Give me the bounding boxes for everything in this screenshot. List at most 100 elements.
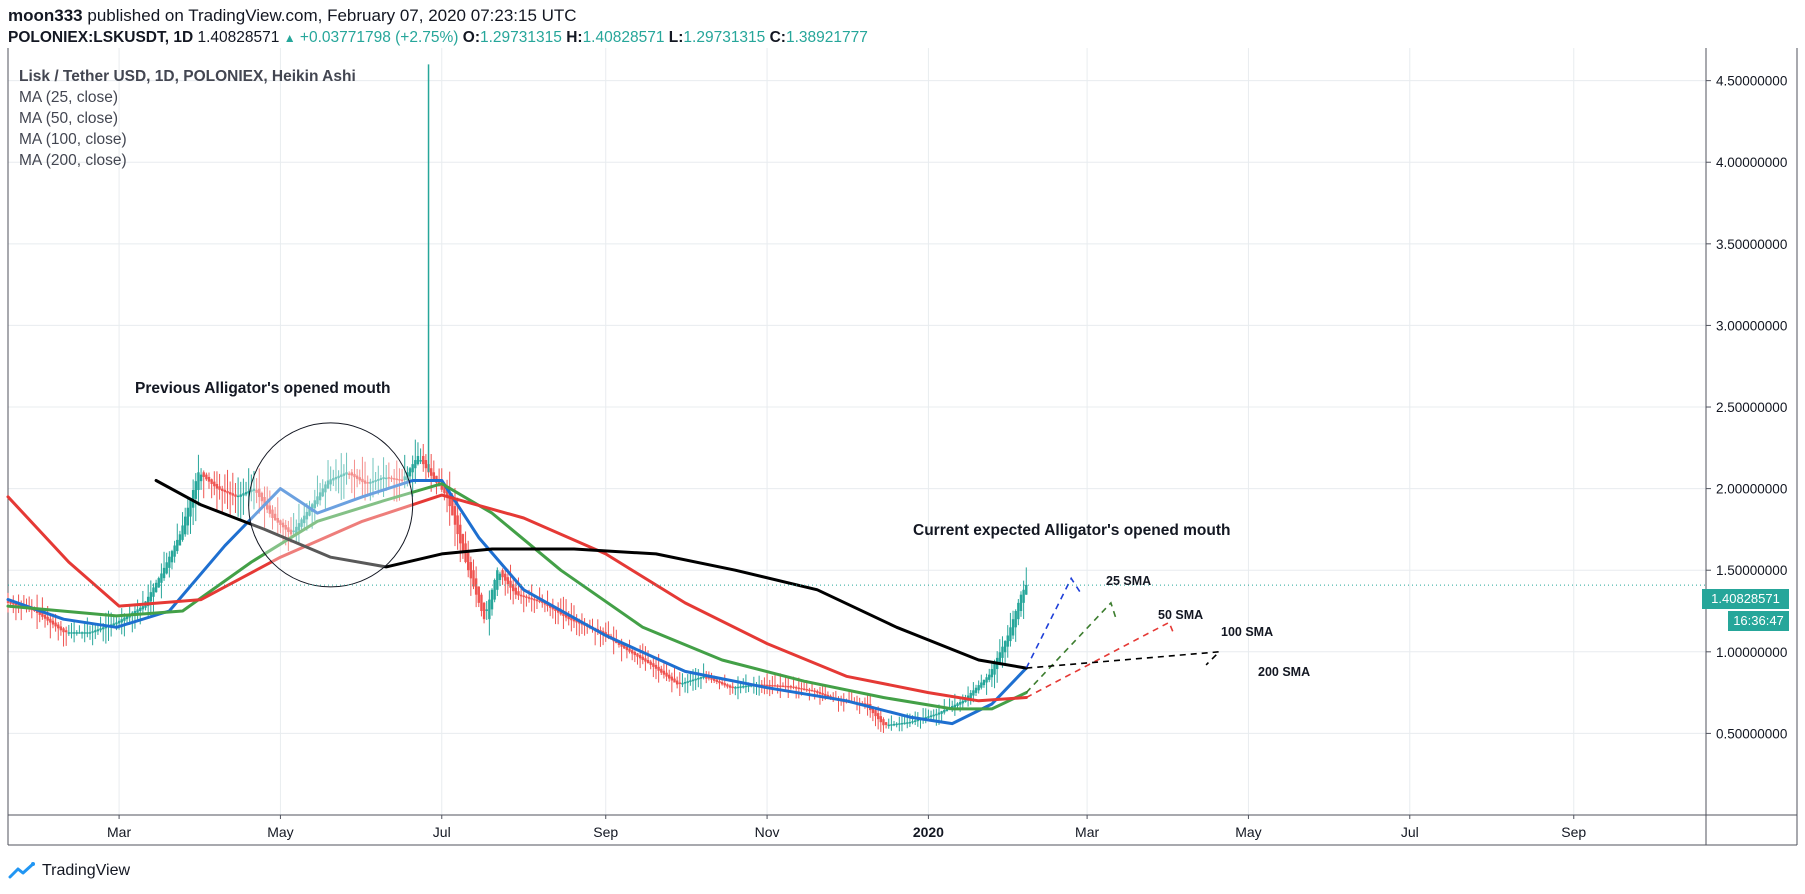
x-tick-label: Jul: [1401, 824, 1419, 840]
legend-ma25[interactable]: MA (25, close): [19, 89, 119, 106]
candle-body: [424, 460, 428, 469]
candle-body: [747, 685, 750, 687]
candle-body: [260, 492, 264, 502]
projection-line: [1025, 621, 1176, 699]
candle-body: [329, 479, 332, 485]
candle-body: [805, 689, 808, 691]
candle-body: [488, 599, 491, 620]
candle-body: [385, 477, 388, 480]
x-tick-label: May: [1235, 824, 1261, 840]
candle-body: [686, 681, 689, 683]
candle-body: [813, 690, 816, 692]
circle-annotation: [248, 422, 414, 588]
candle-body: [961, 700, 964, 704]
candle-body: [321, 488, 324, 497]
y-tick-label: 4.50000000: [1716, 74, 1787, 89]
symbol-label: POLONIEX:LSKUSDT, 1D: [8, 29, 194, 46]
candle-body: [480, 594, 483, 612]
candle-body: [210, 479, 213, 484]
candle-body: [787, 685, 790, 688]
candle-body: [477, 586, 480, 603]
tradingview-logo[interactable]: TradingView: [8, 861, 130, 881]
candle-body: [697, 677, 700, 680]
candle-body: [300, 519, 303, 527]
candle-body: [636, 653, 639, 657]
candle-body: [723, 683, 726, 686]
candle-body: [887, 724, 890, 727]
candle-body: [189, 498, 192, 517]
candle-body: [17, 604, 20, 607]
candle-body: [276, 517, 279, 523]
candle-body: [59, 626, 63, 631]
candle-body: [535, 599, 539, 602]
candle-body: [641, 656, 644, 660]
candle-body: [509, 580, 512, 588]
candle-body: [287, 527, 290, 532]
candle-body: [186, 507, 190, 526]
brand-name: TradingView: [42, 862, 131, 879]
candle-body: [80, 632, 84, 634]
author-name[interactable]: moon333: [8, 6, 83, 25]
candle-body: [268, 505, 272, 514]
candle-body: [308, 508, 311, 516]
candle-body: [712, 678, 716, 681]
legend-ma100[interactable]: MA (100, close): [19, 131, 127, 148]
candle-body: [361, 478, 364, 483]
candle-body: [913, 720, 917, 722]
candle-body: [652, 663, 655, 667]
candle-body: [908, 721, 912, 724]
candle-body: [6, 601, 10, 603]
candle-body: [797, 687, 801, 690]
candle-body: [390, 477, 393, 480]
candle-body: [78, 632, 81, 634]
candle-body: [199, 474, 203, 482]
candle-body: [736, 686, 740, 689]
candle-body: [474, 578, 478, 595]
candle-body: [808, 689, 811, 692]
candle-body: [567, 615, 570, 620]
candle-body: [694, 678, 697, 681]
y-tick-label: 2.00000000: [1716, 482, 1787, 497]
candle-body: [525, 596, 528, 598]
candle-body: [633, 651, 637, 656]
candle-body: [168, 556, 171, 568]
candle-body: [247, 490, 250, 494]
candle-body: [398, 479, 401, 481]
candle-body: [1006, 635, 1009, 647]
candle-body: [792, 686, 795, 689]
candle-body: [517, 591, 520, 596]
candle-body: [726, 684, 729, 687]
candle-body: [1017, 602, 1020, 620]
candle-body: [496, 570, 499, 590]
legend-ma200[interactable]: MA (200, close): [19, 152, 127, 169]
candle-body: [91, 631, 94, 633]
candle-body: [154, 582, 158, 593]
candle-body: [416, 455, 420, 465]
candle-body: [123, 617, 126, 621]
ma-line: [154, 479, 1028, 670]
candle-body: [12, 602, 15, 605]
candle-body: [263, 497, 266, 506]
candle-body: [75, 632, 78, 634]
candle-body: [644, 658, 647, 662]
candle-body: [485, 609, 488, 612]
candle-body: [1025, 584, 1028, 595]
candle-body: [456, 515, 459, 535]
candle-body: [337, 475, 340, 479]
candle-body: [400, 479, 404, 482]
candle-body: [255, 489, 258, 493]
candle-body: [347, 473, 351, 475]
candle-body: [988, 674, 991, 680]
candle-body: [265, 501, 269, 510]
candle-body: [734, 687, 737, 689]
candle-body: [498, 573, 502, 581]
annotation-current: Current expected Alligator's opened mout…: [913, 522, 1231, 539]
candle-body: [146, 596, 150, 607]
candle-body: [562, 612, 565, 616]
candle-body: [824, 693, 827, 696]
candle-body: [205, 474, 208, 480]
candle-body: [623, 644, 626, 649]
candle-body: [392, 478, 396, 480]
legend-ma50[interactable]: MA (50, close): [19, 110, 119, 127]
